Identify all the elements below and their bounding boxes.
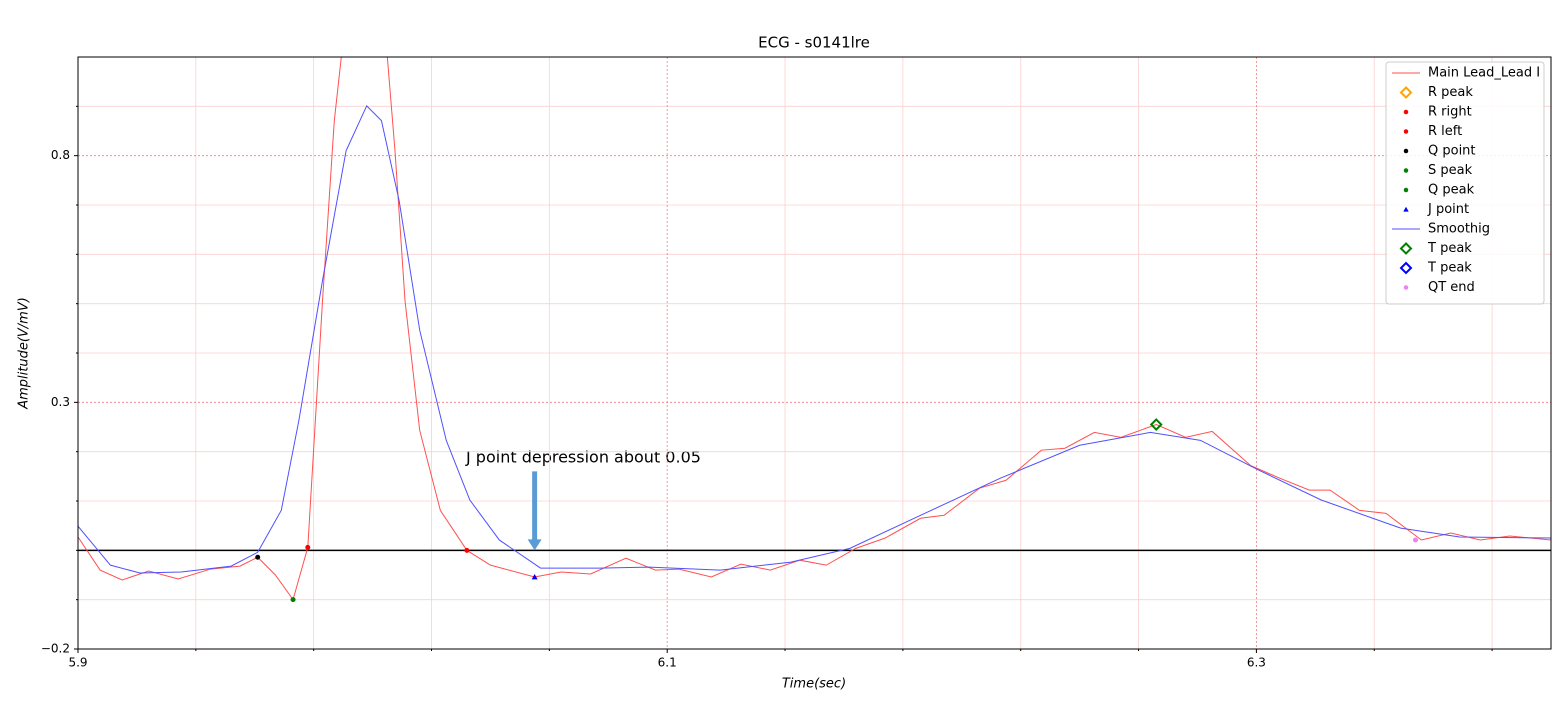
y-axis-label: Amplitude(V/mV) xyxy=(17,297,32,410)
plot-area xyxy=(78,57,1551,603)
legend-label: S peak xyxy=(1428,163,1473,178)
marker-point xyxy=(290,597,296,603)
annotation: J point depression about 0.05 xyxy=(465,448,701,467)
marker-point xyxy=(305,544,311,550)
series-line xyxy=(78,57,1551,601)
legend-swatch xyxy=(1403,206,1409,212)
marker-point xyxy=(464,547,470,553)
x-axis-label: Time(sec) xyxy=(782,677,846,692)
axes: 5.9 6.1 6.3 −0.2 0.3 0.8 xyxy=(41,105,1493,670)
marker-point xyxy=(531,573,538,580)
x-tick-label: 6.3 xyxy=(1247,656,1266,670)
legend-label: Main Lead_Lead I xyxy=(1428,66,1540,81)
legend-label: Q peak xyxy=(1428,183,1475,198)
legend-label: J point xyxy=(1427,202,1469,217)
series-line xyxy=(78,104,1551,574)
marker-point xyxy=(255,554,261,560)
legend-label: R left xyxy=(1428,124,1462,139)
legend-swatch xyxy=(1399,86,1413,99)
x-tick-label: 5.9 xyxy=(68,656,87,670)
legend-label: T peak xyxy=(1427,261,1472,276)
marker-point xyxy=(1412,537,1418,543)
legend-swatch xyxy=(1403,285,1409,290)
legend-swatch xyxy=(1403,168,1409,173)
legend-box xyxy=(1385,61,1545,305)
y-tick-label: −0.2 xyxy=(41,642,70,656)
legend-label: R right xyxy=(1428,105,1472,120)
legend-label: Q point xyxy=(1428,144,1476,159)
x-tick-label: 6.1 xyxy=(658,656,677,670)
legend: Main Lead_Lead I R peak R right R left Q poi… xyxy=(1385,61,1545,305)
chart-title: ECG - s0141lre xyxy=(758,34,870,52)
legend-label: QT end xyxy=(1428,280,1475,295)
annotation-arrow-head xyxy=(527,539,542,551)
legend-swatch xyxy=(1399,242,1413,255)
legend-swatch xyxy=(1403,187,1409,193)
legend-label: Smoothig xyxy=(1428,222,1490,237)
legend-swatch xyxy=(1403,129,1409,134)
y-tick-label: 0.3 xyxy=(51,395,70,409)
legend-label: T peak xyxy=(1427,241,1472,256)
legend-label: R peak xyxy=(1428,85,1473,100)
legend-swatch xyxy=(1403,109,1409,115)
legend-swatch xyxy=(1403,148,1409,154)
marker-point xyxy=(1149,418,1163,431)
y-tick-label: 0.8 xyxy=(51,148,70,162)
legend-swatch xyxy=(1399,261,1413,275)
